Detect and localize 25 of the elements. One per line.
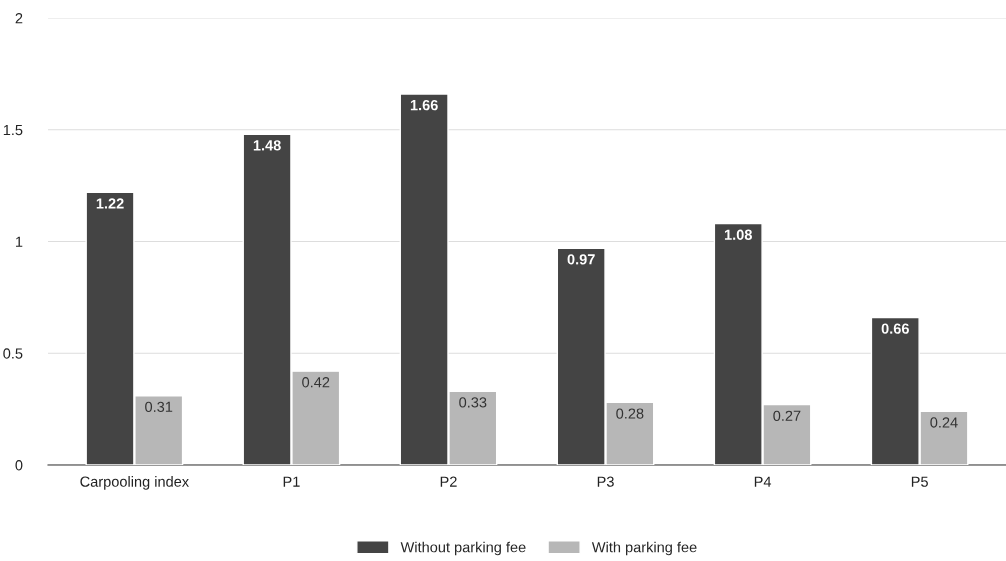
data-label: 1.22: [96, 198, 124, 209]
x-tick-label: Carpooling index: [80, 476, 189, 490]
data-label: 0.28: [616, 408, 644, 419]
data-label: 0.97: [567, 254, 595, 265]
data-label: 0.24: [930, 417, 958, 428]
y-tick-label: 1: [16, 236, 23, 247]
legend-label: With parking fee: [591, 541, 697, 556]
data-label: 0.27: [773, 410, 801, 421]
x-tick-label: P5: [911, 476, 928, 487]
x-tick-label: P4: [754, 476, 772, 487]
x-tick-label: P2: [440, 476, 457, 487]
data-label: 0.31: [145, 401, 173, 413]
data-label: 0.42: [302, 377, 330, 388]
x-tick-label: P1: [283, 476, 300, 487]
data-label: 1.66: [410, 99, 438, 111]
legend-label: Without parking fee: [400, 541, 526, 556]
y-tick-label: 1.5: [3, 125, 23, 136]
x-tick-label: P3: [597, 476, 614, 487]
y-tick-label: 2: [15, 13, 23, 24]
data-label: 0.33: [459, 397, 487, 408]
y-tick-label: 0: [15, 460, 23, 471]
data-label: 0.66: [881, 323, 909, 334]
data-label: 1.48: [253, 140, 281, 151]
data-label: 1.08: [724, 229, 752, 240]
y-tick-label: 0.5: [3, 348, 23, 359]
